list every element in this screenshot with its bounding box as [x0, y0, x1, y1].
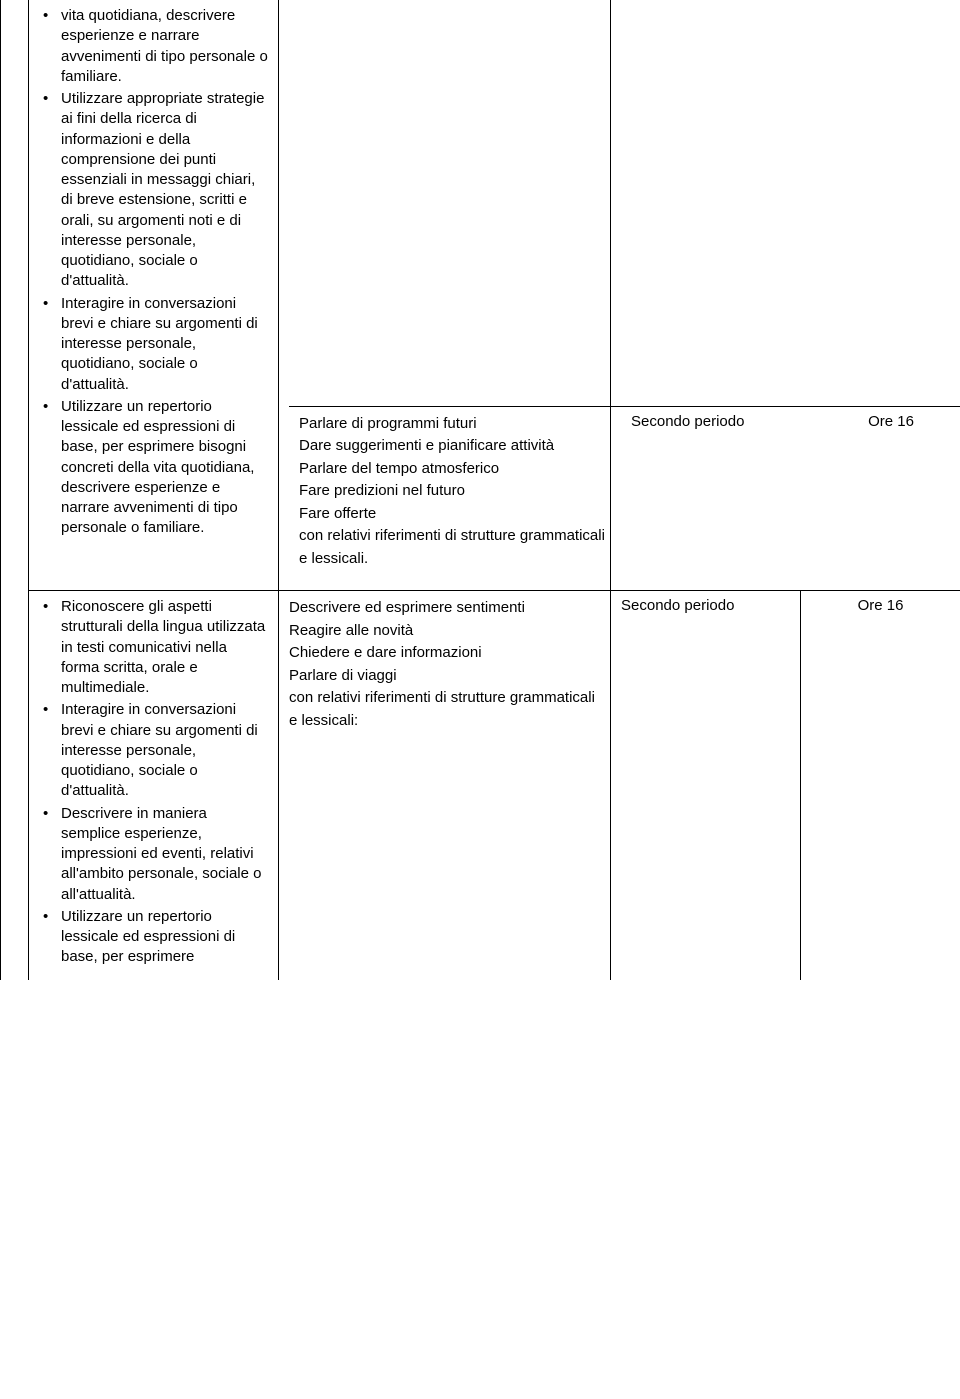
gutter-cell [1, 0, 29, 591]
gutter-cell [1, 591, 29, 980]
contents-wrapper: Parlare di programmi futuri Dare suggeri… [279, 0, 611, 591]
competencies-cell: vita quotidiana, descrivere esperienze e… [29, 0, 279, 591]
list-item: vita quotidiana, descrivere esperienze e… [39, 6, 268, 87]
content-line: Reagire alle novità [289, 620, 600, 643]
contents-cell-empty [289, 6, 621, 406]
list-item: Utilizzare appropriate strategie ai fini… [39, 89, 268, 292]
table-row: Riconoscere gli aspetti strutturali dell… [1, 591, 960, 980]
hours-cell-empty [811, 6, 960, 406]
period-cell: Secondo periodo [611, 591, 801, 980]
content-line: Parlare del tempo atmosferico [299, 458, 611, 481]
content-line: Fare offerte [299, 503, 611, 526]
content-line: Dare suggerimenti e pianificare attività [299, 435, 611, 458]
contents-cell: Parlare di programmi futuri Dare suggeri… [289, 406, 621, 580]
list-item: Interagire in conversazioni brevi e chia… [39, 700, 268, 801]
hours-cell: Ore 16 [811, 406, 960, 580]
table-row: vita quotidiana, descrivere esperienze e… [1, 0, 960, 591]
content-line: Fare predizioni nel futuro [299, 480, 611, 503]
contents-cell: Descrivere ed esprimere sentimenti Reagi… [279, 591, 611, 980]
list-item: Utilizzare un repertorio lessicale ed es… [39, 397, 268, 539]
competencies-list: Riconoscere gli aspetti strutturali dell… [39, 597, 268, 968]
content-line: con relativi riferimenti di strutture gr… [289, 687, 600, 732]
content-line: con relativi riferimenti di strutture gr… [299, 525, 611, 570]
period-cell-empty [621, 6, 811, 406]
content-line: Descrivere ed esprimere sentimenti [289, 597, 600, 620]
curriculum-table: vita quotidiana, descrivere esperienze e… [0, 0, 960, 980]
list-item: Descrivere in maniera semplice esperienz… [39, 804, 268, 905]
list-item: Riconoscere gli aspetti strutturali dell… [39, 597, 268, 698]
content-line: Chiedere e dare informazioni [289, 642, 600, 665]
content-line: Parlare di viaggi [289, 665, 600, 688]
competencies-list: vita quotidiana, descrivere esperienze e… [39, 6, 268, 539]
hours-cell: Ore 16 [801, 591, 960, 980]
period-cell: Secondo periodo [621, 406, 811, 580]
content-line: Parlare di programmi futuri [299, 413, 611, 436]
list-item: Utilizzare un repertorio lessicale ed es… [39, 907, 268, 968]
list-item: Interagire in conversazioni brevi e chia… [39, 294, 268, 395]
competencies-cell: Riconoscere gli aspetti strutturali dell… [29, 591, 279, 980]
